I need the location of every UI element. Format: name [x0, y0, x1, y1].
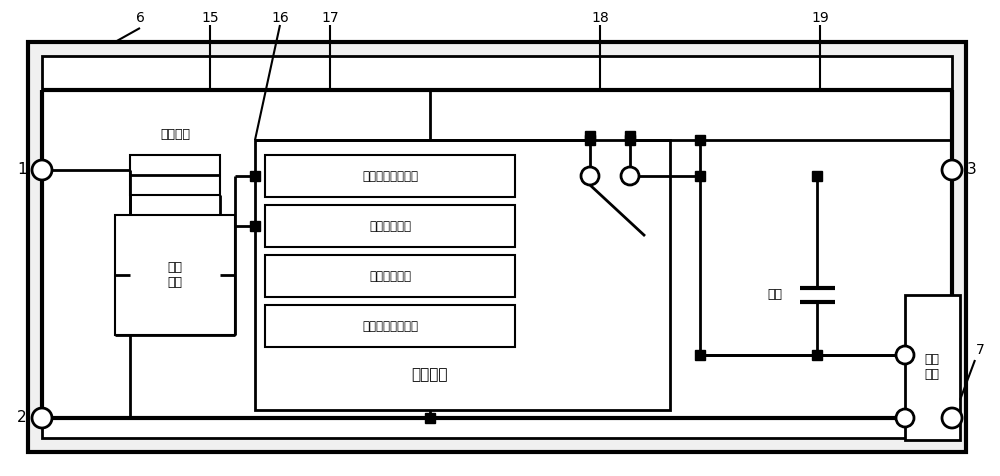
Text: 延时起爆定时模块: 延时起爆定时模块	[362, 319, 418, 333]
Circle shape	[32, 160, 52, 180]
Circle shape	[896, 409, 914, 427]
Text: 保护电阻: 保护电阻	[160, 129, 190, 141]
Text: 18: 18	[591, 11, 609, 25]
Text: 19: 19	[811, 11, 829, 25]
Circle shape	[942, 160, 962, 180]
Text: 发火
元件: 发火 元件	[924, 353, 940, 381]
Circle shape	[621, 167, 639, 185]
Bar	[905, 295, 960, 440]
Text: 电源管理模块: 电源管理模块	[369, 219, 411, 232]
Text: 17: 17	[321, 11, 339, 25]
Text: 电容: 电容	[768, 288, 782, 301]
Bar	[255, 140, 670, 410]
Text: 15: 15	[201, 11, 219, 25]
Bar	[130, 155, 220, 195]
Text: 全波
整流: 全波 整流	[168, 261, 182, 289]
Text: 3: 3	[967, 162, 977, 178]
Bar	[115, 215, 235, 335]
Text: 16: 16	[271, 11, 289, 25]
Circle shape	[896, 346, 914, 364]
Text: 6: 6	[136, 11, 144, 25]
Text: 7: 7	[976, 343, 984, 357]
Circle shape	[942, 408, 962, 428]
Text: 信号发送接收模块: 信号发送接收模块	[362, 169, 418, 182]
Bar	[28, 42, 966, 452]
Circle shape	[581, 167, 599, 185]
Text: 1: 1	[17, 162, 27, 178]
Text: 微处理器模块: 微处理器模块	[369, 269, 411, 282]
Bar	[265, 305, 515, 347]
Circle shape	[32, 408, 52, 428]
Bar	[42, 56, 952, 438]
Text: 2: 2	[17, 410, 27, 426]
Bar	[265, 255, 515, 297]
Bar	[265, 155, 515, 197]
Bar	[265, 205, 515, 247]
Text: 控制芯片: 控制芯片	[412, 367, 448, 383]
